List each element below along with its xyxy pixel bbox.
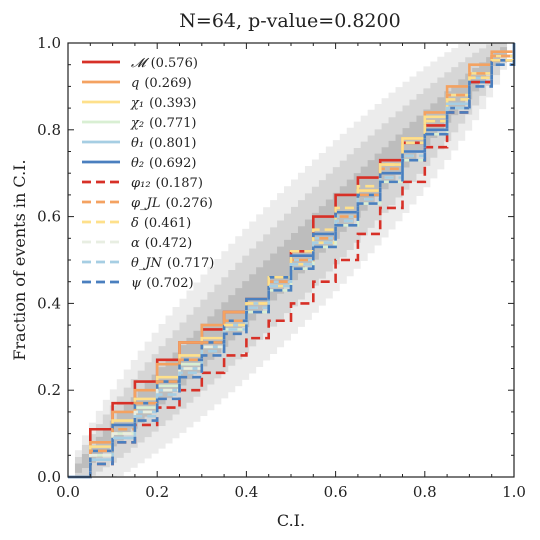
chart-title: N=64, p-value=0.8200 xyxy=(179,10,400,32)
legend-value: (0.461) xyxy=(144,216,191,231)
legend-symbol: θ_JN xyxy=(131,256,163,271)
legend: 𝓜 (0.576) q (0.269)χ₁ (0.393) χ₂ (0.771) θ₁ (0.8… xyxy=(82,56,214,291)
series-line-7 xyxy=(68,43,516,479)
legend-label-1: 𝓜 (0.576) xyxy=(131,56,198,71)
legend-label-10: α (0.472) xyxy=(131,236,192,251)
y-tick-label: 0.8 xyxy=(37,121,61,139)
x-axis-title: C.I. xyxy=(277,511,305,530)
y-axis-title: Fraction of events in C.I. xyxy=(10,159,29,360)
legend-symbol: q xyxy=(131,76,139,91)
legend-value: (0.472) xyxy=(145,236,192,251)
legend-symbol: θ₁ xyxy=(131,136,144,151)
x-tick-label: 0.6 xyxy=(324,483,348,501)
legend-symbol: α xyxy=(131,236,140,251)
legend-value: (0.269) xyxy=(144,76,191,91)
legend-label-5: θ₁ (0.801) xyxy=(131,136,196,151)
y-tick-label: 0.2 xyxy=(37,381,61,399)
legend-value: (0.187) xyxy=(156,176,203,191)
legend-value: (0.576) xyxy=(151,56,198,71)
series-lines xyxy=(68,43,516,479)
legend-symbol: χ₂ xyxy=(130,116,144,131)
x-tick-label: 0.4 xyxy=(234,483,258,501)
legend-symbol: θ₂ xyxy=(131,156,144,171)
legend-value: (0.393) xyxy=(149,96,196,111)
legend-symbol: χ₁ xyxy=(130,96,144,111)
legend-label-6: θ₂ (0.692) xyxy=(131,156,196,171)
legend-label-3: χ₁ (0.393) xyxy=(130,96,196,111)
y-tick-label: 0.4 xyxy=(37,294,61,312)
legend-label-12: ψ (0.702) xyxy=(131,276,194,291)
x-tick-label: 0.2 xyxy=(145,483,169,501)
legend-value: (0.771) xyxy=(149,116,196,131)
legend-value: (0.702) xyxy=(146,276,193,291)
legend-symbol: ψ xyxy=(131,276,142,291)
legend-label-7: φ₁₂ (0.187) xyxy=(131,176,203,191)
legend-symbol: φ_JL xyxy=(131,196,160,211)
legend-label-8: φ_JL (0.276) xyxy=(131,196,213,211)
axis-ticks: 0.0 0.2 0.4 0.6 0.8 1.0 0.0 0.2 0.4 0.6 0.8 1.0 xyxy=(37,34,526,501)
legend-label-11: θ_JN (0.717) xyxy=(131,256,214,271)
y-tick-label: 0.6 xyxy=(37,208,61,226)
legend-symbol: 𝓜 xyxy=(131,56,150,71)
series-line-12 xyxy=(68,43,516,479)
legend-value: (0.717) xyxy=(167,256,214,271)
legend-label-9: δ (0.461) xyxy=(131,216,191,231)
x-tick-label: 0.0 xyxy=(56,483,80,501)
x-tick-label: 1.0 xyxy=(502,483,526,501)
legend-label-2: q (0.269) xyxy=(131,76,192,91)
x-tick-label: 0.8 xyxy=(413,483,437,501)
legend-value: (0.276) xyxy=(165,196,212,211)
legend-value: (0.692) xyxy=(149,156,196,171)
y-tick-label: 1.0 xyxy=(37,34,61,52)
legend-symbol: φ₁₂ xyxy=(131,176,151,191)
legend-value: (0.801) xyxy=(149,136,196,151)
y-tick-label: 0.0 xyxy=(37,468,61,486)
legend-symbol: δ xyxy=(131,216,139,231)
legend-label-4: χ₂ (0.771) xyxy=(130,116,196,131)
